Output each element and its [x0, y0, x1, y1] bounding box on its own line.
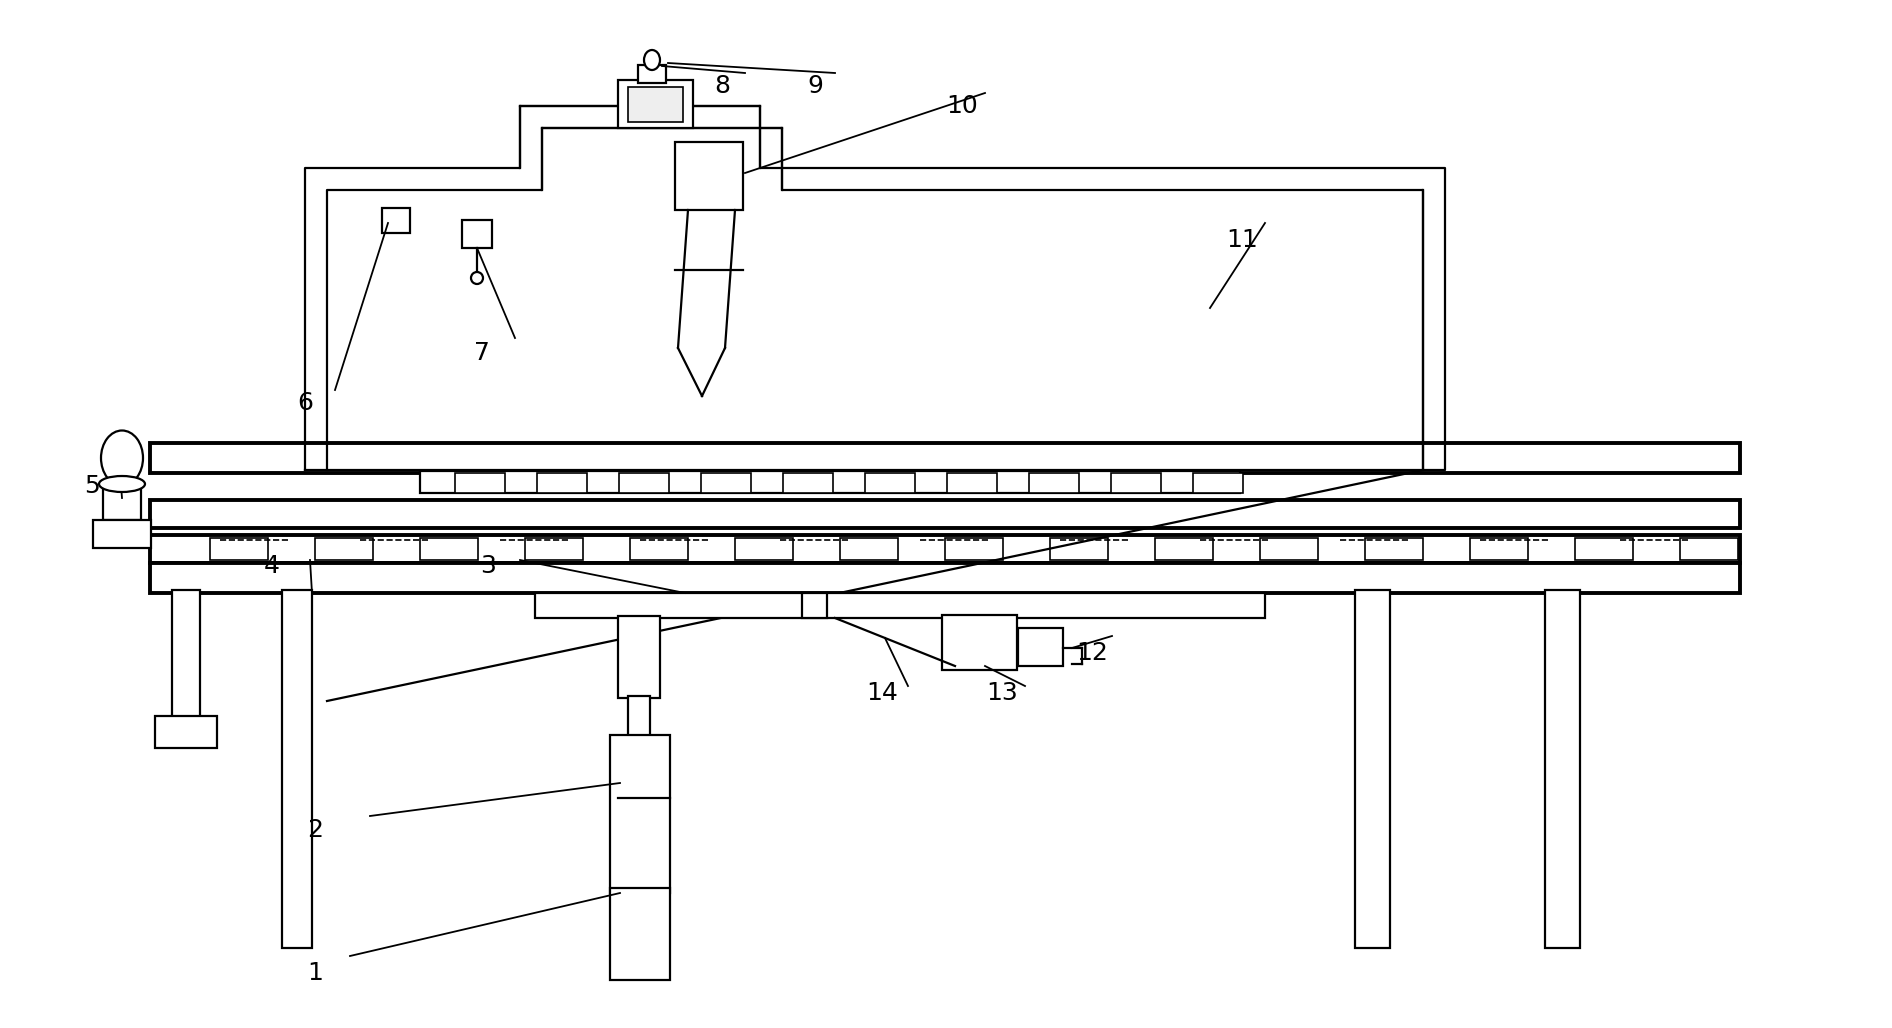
Bar — [1574, 538, 1633, 560]
Circle shape — [471, 272, 482, 284]
Bar — [734, 538, 793, 560]
Bar — [702, 473, 751, 493]
Bar — [802, 593, 827, 618]
Bar — [314, 538, 373, 560]
Bar — [1355, 590, 1391, 948]
Text: 6: 6 — [297, 391, 312, 415]
Text: 12: 12 — [1077, 641, 1109, 665]
Bar — [1470, 538, 1529, 560]
Ellipse shape — [643, 50, 660, 70]
Text: 1: 1 — [307, 961, 324, 985]
Bar — [210, 538, 269, 560]
Bar — [1680, 538, 1739, 560]
Bar — [535, 593, 1266, 618]
Text: 2: 2 — [307, 818, 324, 842]
Bar — [865, 473, 916, 493]
Text: 9: 9 — [808, 74, 823, 98]
Bar — [619, 616, 660, 698]
Bar — [628, 696, 651, 738]
Bar — [630, 538, 689, 560]
Bar — [1364, 538, 1423, 560]
Bar — [948, 473, 997, 493]
Bar — [537, 473, 587, 493]
Bar — [1154, 538, 1213, 560]
Bar — [420, 471, 1239, 493]
Bar — [420, 538, 479, 560]
Text: 11: 11 — [1226, 228, 1258, 252]
Text: 7: 7 — [475, 341, 490, 365]
Bar — [1029, 473, 1078, 493]
Text: 4: 4 — [265, 554, 280, 578]
Bar — [840, 538, 899, 560]
Bar — [172, 590, 201, 718]
Bar — [382, 208, 411, 233]
Text: 3: 3 — [481, 554, 496, 578]
Bar — [1546, 590, 1580, 948]
Text: 8: 8 — [713, 74, 730, 98]
Bar — [628, 87, 683, 122]
Text: 14: 14 — [867, 681, 899, 705]
Bar — [609, 735, 670, 893]
Bar — [149, 500, 1741, 528]
Bar — [1194, 473, 1243, 493]
Bar — [454, 473, 505, 493]
Bar — [942, 615, 1018, 670]
Bar — [102, 482, 142, 520]
Bar — [1260, 538, 1319, 560]
Text: 13: 13 — [986, 681, 1018, 705]
Bar — [609, 888, 670, 980]
Bar — [282, 590, 312, 948]
Bar — [155, 715, 218, 748]
Bar — [1050, 538, 1109, 560]
Ellipse shape — [98, 476, 146, 492]
Bar — [1018, 628, 1063, 666]
Bar — [524, 538, 583, 560]
Bar — [149, 563, 1741, 593]
Bar — [944, 538, 1003, 560]
Bar — [675, 142, 744, 210]
Bar — [149, 443, 1741, 473]
Bar — [1111, 473, 1162, 493]
Bar — [619, 80, 692, 128]
Bar — [93, 520, 151, 548]
Bar — [619, 473, 670, 493]
Bar — [149, 535, 1741, 563]
Bar — [462, 220, 492, 248]
Text: 10: 10 — [946, 94, 978, 118]
Ellipse shape — [100, 431, 144, 485]
Text: 5: 5 — [83, 474, 100, 498]
Bar — [783, 473, 832, 493]
Bar — [638, 65, 666, 83]
